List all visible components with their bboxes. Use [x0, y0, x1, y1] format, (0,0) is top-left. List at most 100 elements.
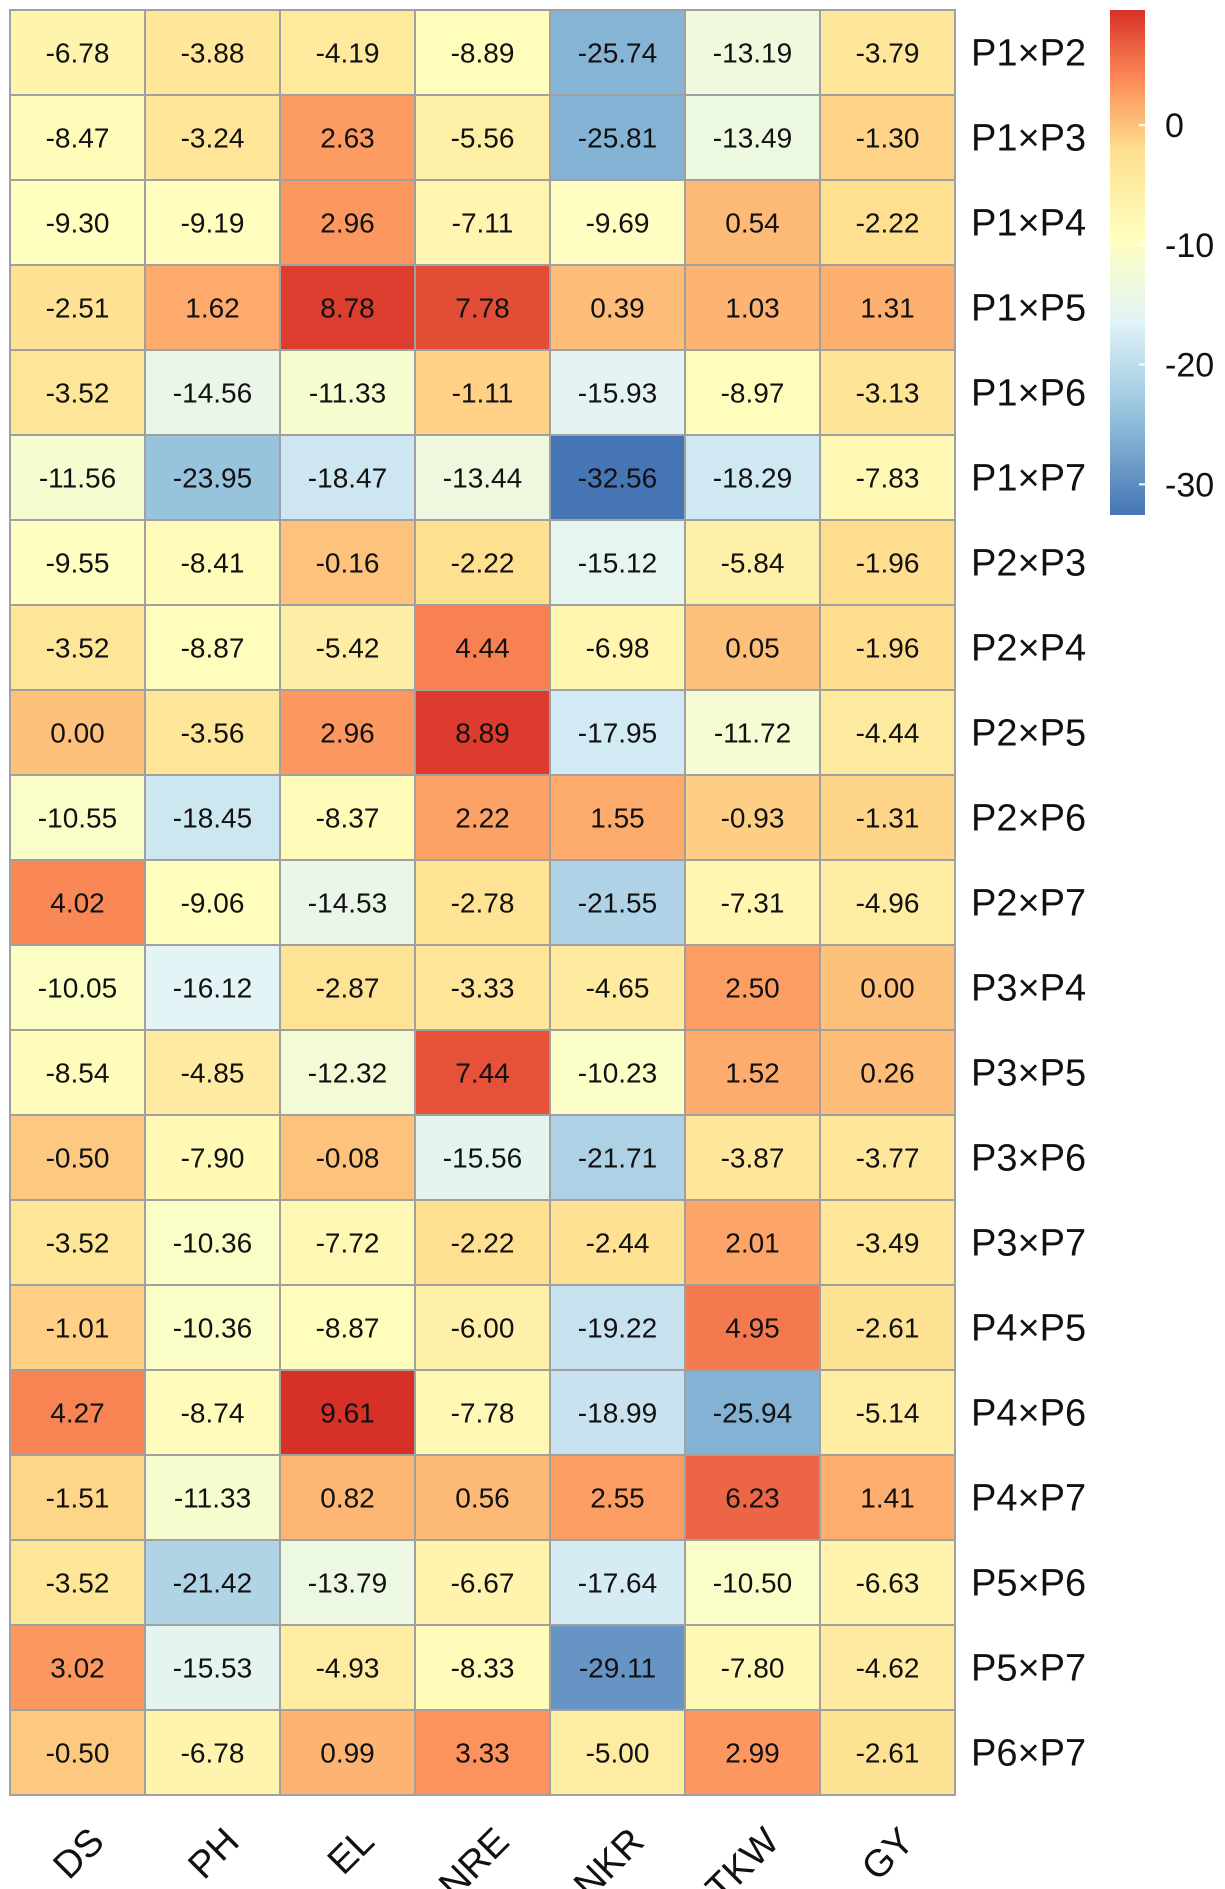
cell-value-label: -8.97 — [721, 378, 785, 409]
cell-value-label: -15.93 — [578, 378, 657, 409]
row-label: P5×P7 — [971, 1648, 1086, 1690]
row-label: P2×P4 — [971, 628, 1086, 670]
cell-value-label: -2.51 — [46, 293, 110, 324]
cell-value-label: -3.79 — [856, 38, 920, 69]
heatmap-cell — [819, 1284, 956, 1371]
cell-value-label: 1.31 — [860, 293, 915, 324]
cell-value-label: -25.74 — [578, 38, 657, 69]
heatmap-cell — [9, 1624, 146, 1711]
heatmap-cell — [279, 1029, 416, 1116]
cell-value-label: -3.52 — [46, 1568, 110, 1599]
heatmap-cell — [549, 1029, 686, 1116]
cell-value-label: -5.14 — [856, 1398, 920, 1429]
cell-value-label: 0.26 — [860, 1058, 915, 1089]
cell-value-label: -18.47 — [308, 463, 387, 494]
heatmap-cell — [144, 1624, 281, 1711]
row-label: P6×P7 — [971, 1733, 1086, 1775]
heatmap-cell — [819, 1624, 956, 1711]
heatmap-cell — [549, 1709, 686, 1796]
cell-value-label: -8.37 — [316, 803, 380, 834]
cell-value-label: 0.05 — [725, 633, 780, 664]
heatmap-cell — [414, 179, 551, 266]
heatmap-cell — [144, 944, 281, 1031]
cell-value-label: -8.87 — [316, 1313, 380, 1344]
cell-value-label: 0.39 — [590, 293, 645, 324]
heatmap-cell — [549, 434, 686, 521]
heatmap-cell — [279, 179, 416, 266]
cell-value-label: 1.55 — [590, 803, 645, 834]
heatmap-cell — [279, 349, 416, 436]
heatmap-cell — [549, 94, 686, 181]
heatmap-cell — [279, 94, 416, 181]
cell-value-label: -9.30 — [46, 208, 110, 239]
heatmap-cell — [9, 1454, 146, 1541]
cell-value-label: -6.98 — [586, 633, 650, 664]
heatmap-cell — [549, 519, 686, 606]
row-label: P2×P5 — [971, 713, 1086, 755]
cell-value-label: 7.78 — [455, 293, 510, 324]
cell-value-label: 2.22 — [455, 803, 510, 834]
cell-value-label: -7.31 — [721, 888, 785, 919]
heatmap-cell — [144, 604, 281, 691]
row-label: P4×P7 — [971, 1478, 1086, 1520]
cell-value-label: 4.44 — [455, 633, 510, 664]
heatmap-cell — [549, 944, 686, 1031]
cell-value-label: -7.11 — [452, 208, 514, 239]
cell-value-label: -7.80 — [721, 1653, 785, 1684]
cell-value-label: 0.99 — [320, 1738, 375, 1769]
cell-value-label: 2.50 — [725, 973, 780, 1004]
cell-value-label: -1.96 — [856, 633, 920, 664]
cell-value-label: -8.47 — [46, 123, 110, 154]
heatmap-cell — [9, 349, 146, 436]
cell-value-label: 2.01 — [725, 1228, 780, 1259]
cell-value-label: -4.44 — [856, 718, 920, 749]
cell-value-label: -13.49 — [713, 123, 792, 154]
cell-value-label: 2.55 — [590, 1483, 645, 1514]
column-label: NKR — [566, 1820, 652, 1889]
cell-value-label: -13.79 — [308, 1568, 387, 1599]
row-label: P1×P2 — [971, 33, 1086, 75]
heatmap-cell — [684, 859, 821, 946]
heatmap-cell — [549, 1114, 686, 1201]
cell-value-label: 0.82 — [320, 1483, 375, 1514]
cell-value-label: -2.22 — [856, 208, 920, 239]
column-label: EL — [320, 1820, 383, 1883]
row-label: P1×P3 — [971, 118, 1086, 160]
heatmap-cell — [9, 604, 146, 691]
heatmap-cell — [414, 774, 551, 861]
heatmap-cell — [684, 1539, 821, 1626]
cell-value-label: -3.56 — [181, 718, 245, 749]
row-label: P2×P7 — [971, 883, 1086, 925]
cell-value-label: -11.72 — [714, 718, 791, 749]
cell-value-label: -25.94 — [713, 1398, 792, 1429]
heatmap-cell — [549, 1624, 686, 1711]
heatmap-cell — [9, 9, 146, 96]
cell-value-label: 0.00 — [860, 973, 915, 1004]
cell-value-label: -3.52 — [46, 1228, 110, 1259]
row-label: P2×P3 — [971, 543, 1086, 585]
cell-value-label: -6.78 — [181, 1738, 245, 1769]
cell-value-label: -23.95 — [173, 463, 252, 494]
cell-value-label: -2.44 — [586, 1228, 650, 1259]
heatmap-cell — [144, 179, 281, 266]
cell-value-label: -5.84 — [721, 548, 785, 579]
heatmap-cell — [144, 9, 281, 96]
cell-value-label: -7.83 — [856, 463, 920, 494]
heatmap-cell — [414, 859, 551, 946]
heatmap-cell — [144, 1539, 281, 1626]
cell-value-label: -19.22 — [578, 1313, 657, 1344]
cell-value-label: -1.11 — [452, 378, 514, 409]
cell-value-label: -8.87 — [181, 633, 245, 664]
cell-value-label: -14.53 — [308, 888, 387, 919]
heatmap-cell — [684, 604, 821, 691]
heatmap-cell — [144, 264, 281, 351]
heatmap-cell — [684, 1369, 821, 1456]
cell-value-label: -2.87 — [316, 973, 380, 1004]
heatmap-cell — [819, 944, 956, 1031]
cell-value-label: -7.78 — [451, 1398, 515, 1429]
cell-value-label: 8.89 — [455, 718, 510, 749]
column-label: GY — [854, 1820, 923, 1889]
column-label: DS — [46, 1820, 113, 1887]
cell-value-label: 9.61 — [320, 1398, 375, 1429]
cell-value-label: 2.63 — [320, 123, 375, 154]
